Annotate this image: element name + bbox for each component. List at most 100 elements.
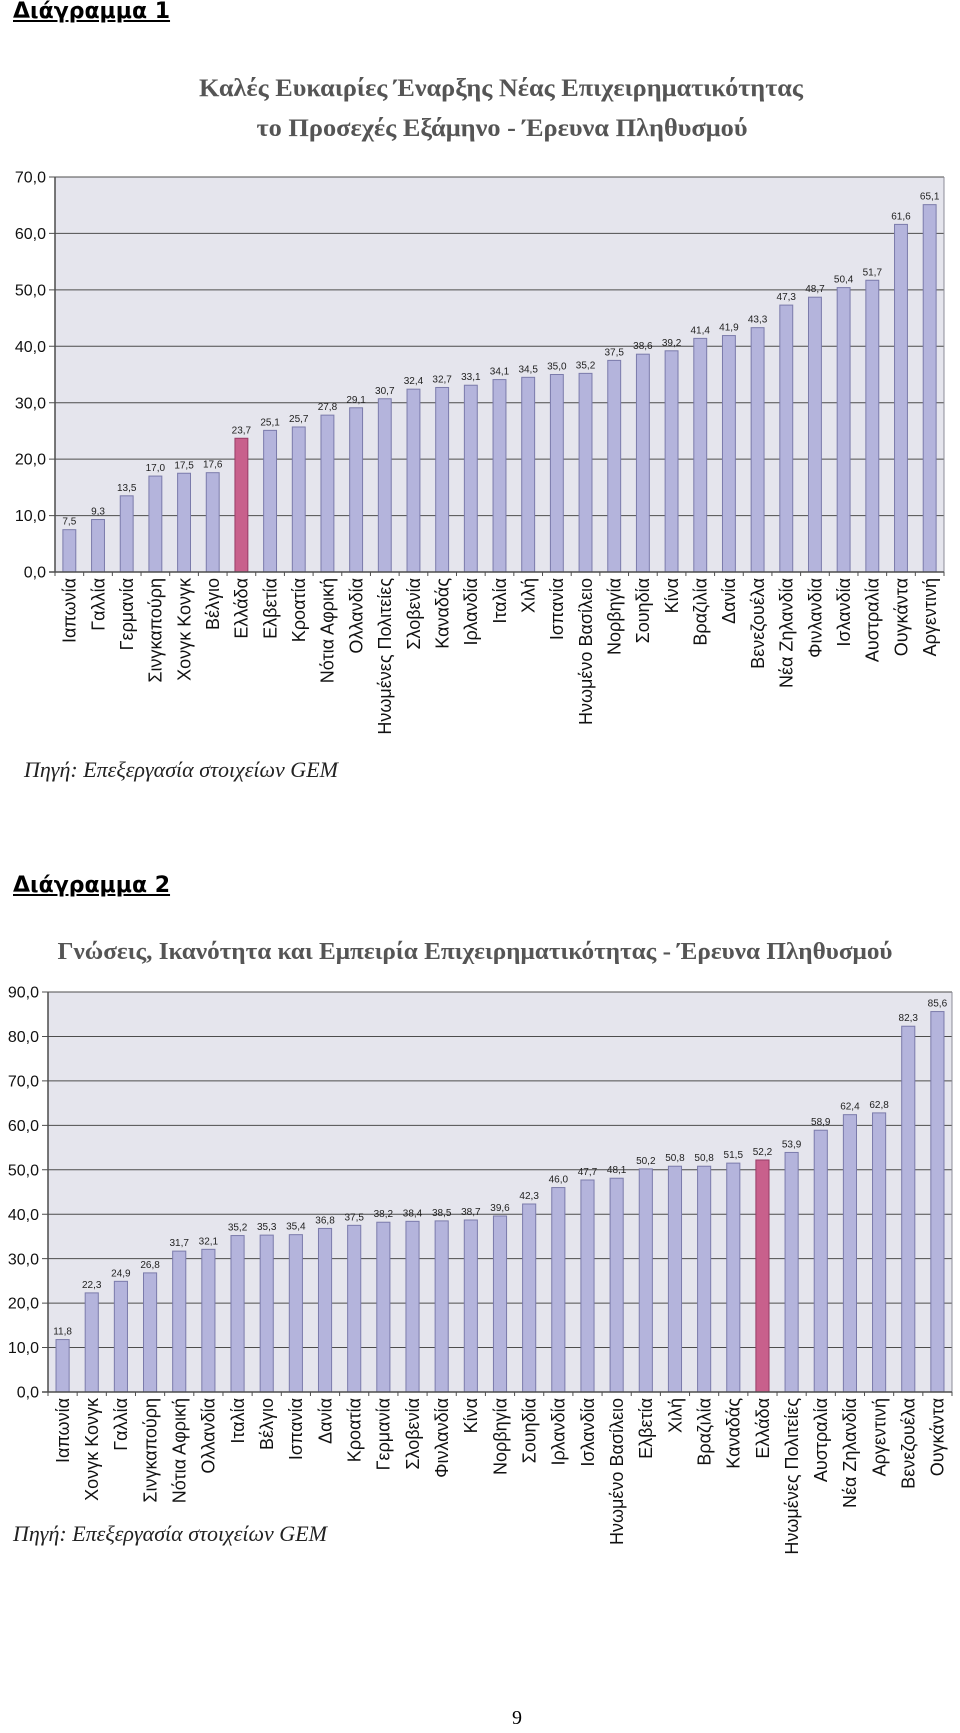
- y-tick-label: 10,0: [8, 1340, 39, 1357]
- value-label-4: 17,0: [146, 463, 166, 474]
- chart-1-title-line-2: το Προσεχές Εξάμηνο - Έρευνα Πληθυσμού: [257, 115, 748, 142]
- bar-3: [119, 495, 134, 573]
- value-label-2: 9,3: [91, 507, 105, 518]
- y-tick-label: 40,0: [15, 339, 46, 356]
- bar-15: [463, 1219, 478, 1393]
- value-label-18: 46,0: [549, 1175, 569, 1186]
- bar-4: [148, 475, 163, 573]
- x-label-14: Καναδάς: [432, 578, 452, 649]
- bar-22: [667, 1165, 683, 1393]
- bar-31: [930, 1011, 945, 1393]
- bar-19: [578, 372, 593, 573]
- bar-6: [201, 1248, 216, 1393]
- value-label-19: 47,7: [578, 1167, 598, 1178]
- chart-2: Γνώσεις, Ικανότητα και Εμπειρία Επιχειρη…: [8, 939, 953, 1555]
- x-label-8: Ελβετία: [260, 578, 280, 639]
- bar-24: [721, 335, 736, 573]
- value-label-28: 50,4: [834, 275, 854, 286]
- bar-26: [784, 1151, 799, 1393]
- value-label-5: 17,5: [174, 460, 194, 471]
- bar-11: [347, 1224, 362, 1393]
- value-label-19: 35,2: [576, 360, 596, 371]
- x-label-23: Βραζιλία: [691, 578, 711, 646]
- x-label-9: Ισπανία: [286, 1398, 306, 1460]
- chart-1-plot: 0,0 10,0 20,0 30,0 40,0 50,0 60,0 70,0 7,5 9,3 13,…: [15, 170, 945, 735]
- bar-28: [842, 1114, 857, 1393]
- value-label-9: 35,4: [286, 1222, 306, 1233]
- bar-15: [463, 384, 478, 573]
- value-label-13: 38,4: [403, 1208, 423, 1219]
- x-label-18: Ισπανία: [547, 578, 567, 640]
- y-tick-label: 50,0: [8, 1162, 39, 1179]
- x-label-1: Ιαπωνία: [53, 1398, 73, 1463]
- bar-8: [263, 429, 278, 573]
- x-label-13: Σλοβενία: [404, 578, 424, 650]
- value-label-21: 50,2: [636, 1156, 656, 1167]
- x-label-20: Ηνωμένο Βασίλειο: [607, 1398, 627, 1545]
- bar-2: [91, 519, 105, 573]
- value-label-22: 39,2: [662, 338, 682, 349]
- value-label-23: 41,4: [691, 325, 711, 336]
- value-label-25: 43,3: [748, 315, 768, 326]
- value-label-21: 38,6: [633, 341, 653, 352]
- bar-3: [113, 1280, 128, 1393]
- bar-31: [922, 204, 937, 573]
- x-label-24: Καναδάς: [724, 1398, 744, 1469]
- value-label-17: 34,5: [518, 364, 538, 375]
- bar-2: [84, 1292, 99, 1393]
- value-label-7: 23,7: [232, 425, 252, 436]
- x-label-2: Χονγκ Κονγκ: [82, 1397, 102, 1501]
- x-label-19: Ισλανδία: [578, 1398, 598, 1467]
- x-label-29: Αργεντινή: [869, 1398, 889, 1476]
- y-tick-label: 0,0: [24, 565, 46, 582]
- x-label-3: Γερμανία: [117, 578, 137, 650]
- y-tick-label: 20,0: [8, 1296, 39, 1313]
- bar-5: [177, 472, 192, 573]
- y-tick-label: 30,0: [8, 1251, 39, 1268]
- x-label-20: Νορβηγία: [605, 578, 625, 655]
- bar-18: [549, 374, 564, 573]
- x-label-11: Ολλανδία: [346, 578, 366, 654]
- bar-22: [664, 350, 679, 573]
- value-label-7: 35,2: [228, 1223, 248, 1234]
- bar-26: [779, 304, 794, 573]
- x-label-5: Νότια Αφρική: [170, 1398, 190, 1503]
- value-label-26: 47,3: [777, 292, 797, 303]
- x-label-29: Αυστραλία: [863, 578, 883, 662]
- x-label-19: Ηνωμένο Βασίλειο: [576, 578, 596, 725]
- value-label-24: 41,9: [719, 323, 739, 334]
- value-label-28: 62,4: [840, 1102, 860, 1113]
- value-label-24: 51,5: [724, 1150, 744, 1161]
- y-tick-label: 60,0: [15, 226, 46, 243]
- x-label-16: Νορβηγία: [490, 1398, 510, 1475]
- value-label-23: 50,8: [694, 1153, 714, 1164]
- bar-23: [693, 337, 708, 573]
- value-label-1: 7,5: [62, 517, 76, 528]
- value-label-22: 50,8: [665, 1153, 685, 1164]
- x-label-25: Ελλάδα: [753, 1398, 773, 1459]
- y-tick-label: 70,0: [8, 1073, 39, 1090]
- bar-10: [317, 1227, 333, 1393]
- bar-20: [607, 359, 622, 573]
- value-label-20: 48,1: [607, 1165, 627, 1176]
- value-label-11: 37,5: [344, 1212, 364, 1223]
- bar-8: [259, 1234, 274, 1393]
- x-label-30: Ουγκάντα: [891, 578, 911, 656]
- value-label-31: 85,6: [928, 999, 948, 1010]
- x-label-21: Σουηδία: [633, 578, 653, 643]
- x-label-22: Χιλή: [665, 1398, 685, 1433]
- value-label-13: 32,4: [404, 376, 424, 387]
- x-label-26: Νέα Ζηλανδία: [777, 578, 797, 688]
- value-label-27: 58,9: [811, 1117, 831, 1128]
- bar-highlighted-25: [755, 1159, 770, 1393]
- value-label-29: 51,7: [863, 267, 883, 278]
- y-tick-label: 60,0: [8, 1118, 39, 1135]
- value-label-6: 32,1: [199, 1236, 219, 1247]
- y-tick-label: 50,0: [15, 282, 46, 299]
- x-label-17: Χιλή: [519, 578, 539, 613]
- value-label-5: 31,7: [169, 1238, 189, 1249]
- x-label-28: Νέα Ζηλανδία: [840, 1398, 860, 1508]
- bar-29: [865, 279, 880, 573]
- x-label-21: Ελβετία: [636, 1398, 656, 1459]
- bar-4: [143, 1272, 158, 1393]
